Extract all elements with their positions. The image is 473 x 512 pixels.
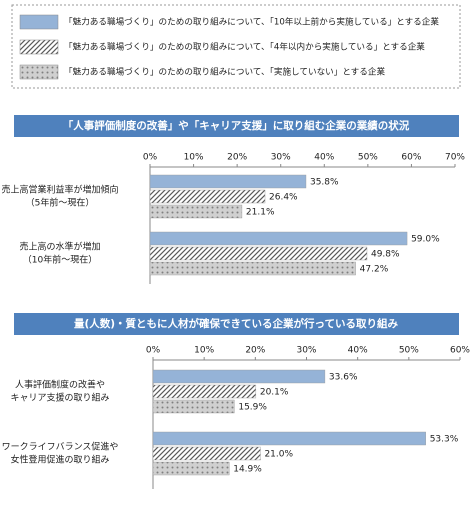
legend-box [11, 4, 461, 89]
legend-label: 「魅力ある職場づくり」のための取り組みについて、「実施していない」とする企業 [64, 66, 385, 78]
value-label: 21.0% [264, 450, 293, 460]
value-label: 15.9% [238, 403, 267, 413]
legend-swatch [19, 64, 59, 80]
category-label: 売上高の水準が増加 [19, 241, 100, 253]
legend-label: 「魅力ある職場づくり」のための取り組みについて、「4年以内から実施している」とす… [64, 41, 425, 53]
legend-swatch [19, 14, 59, 30]
title-bar [14, 313, 459, 335]
value-label: 20.1% [260, 388, 289, 398]
bar [149, 231, 408, 246]
bar [152, 446, 261, 461]
bar [149, 261, 356, 276]
bar [152, 461, 230, 476]
x-tick-label: 40% [348, 346, 368, 356]
bar [149, 204, 243, 219]
value-label: 33.6% [329, 373, 358, 383]
legend-swatch [19, 39, 59, 55]
x-tick-label: 50% [399, 346, 419, 356]
bar [149, 174, 307, 189]
value-label: 14.9% [233, 465, 262, 475]
x-tick-label: 20% [245, 346, 265, 356]
category-label: （10年前～現在） [23, 254, 97, 266]
x-tick-label: 20% [227, 153, 247, 163]
bar [152, 369, 326, 384]
chart-title: 「人事評価制度の改善」や「キャリア支援」に取り組む企業の業績の状況 [63, 119, 410, 132]
legend-label: 「魅力ある職場づくり」のための取り組みについて、「10年以上前から実施している」… [64, 16, 439, 28]
x-tick-label: 0% [146, 346, 161, 356]
bar [152, 431, 426, 446]
value-label: 21.1% [246, 208, 275, 218]
category-label: 売上高営業利益率が増加傾向 [1, 184, 118, 196]
value-label: 59.0% [411, 235, 440, 245]
category-label: 人事評価制度の改善や [15, 379, 105, 391]
value-label: 49.8% [371, 250, 400, 260]
chart-title: 量(人数)・質ともに人材が確保できている企業が行っている取り組み [74, 317, 399, 330]
x-tick-label: 40% [314, 153, 334, 163]
x-tick-label: 60% [450, 346, 470, 356]
x-tick-label: 50% [358, 153, 378, 163]
x-tick-label: 0% [143, 153, 158, 163]
x-tick-label: 10% [194, 346, 214, 356]
bar [152, 399, 235, 414]
value-label: 35.8% [310, 178, 339, 188]
category-label: キャリア支援の取り組み [10, 392, 109, 404]
value-label: 53.3% [430, 435, 459, 445]
x-tick-label: 10% [184, 153, 204, 163]
x-tick-label: 30% [296, 346, 316, 356]
x-tick-label: 70% [445, 153, 465, 163]
value-label: 26.4% [269, 193, 298, 203]
x-tick-label: 30% [271, 153, 291, 163]
category-label: （5年前～現在） [26, 197, 95, 209]
x-tick-label: 60% [401, 153, 421, 163]
bar [149, 189, 266, 204]
category-label: ワークライフバランス促進や [2, 441, 119, 453]
title-bar [14, 115, 459, 137]
bar [149, 246, 368, 261]
category-label: 女性登用促進の取り組み [10, 454, 109, 466]
value-label: 47.2% [360, 265, 389, 275]
bar [152, 384, 257, 399]
